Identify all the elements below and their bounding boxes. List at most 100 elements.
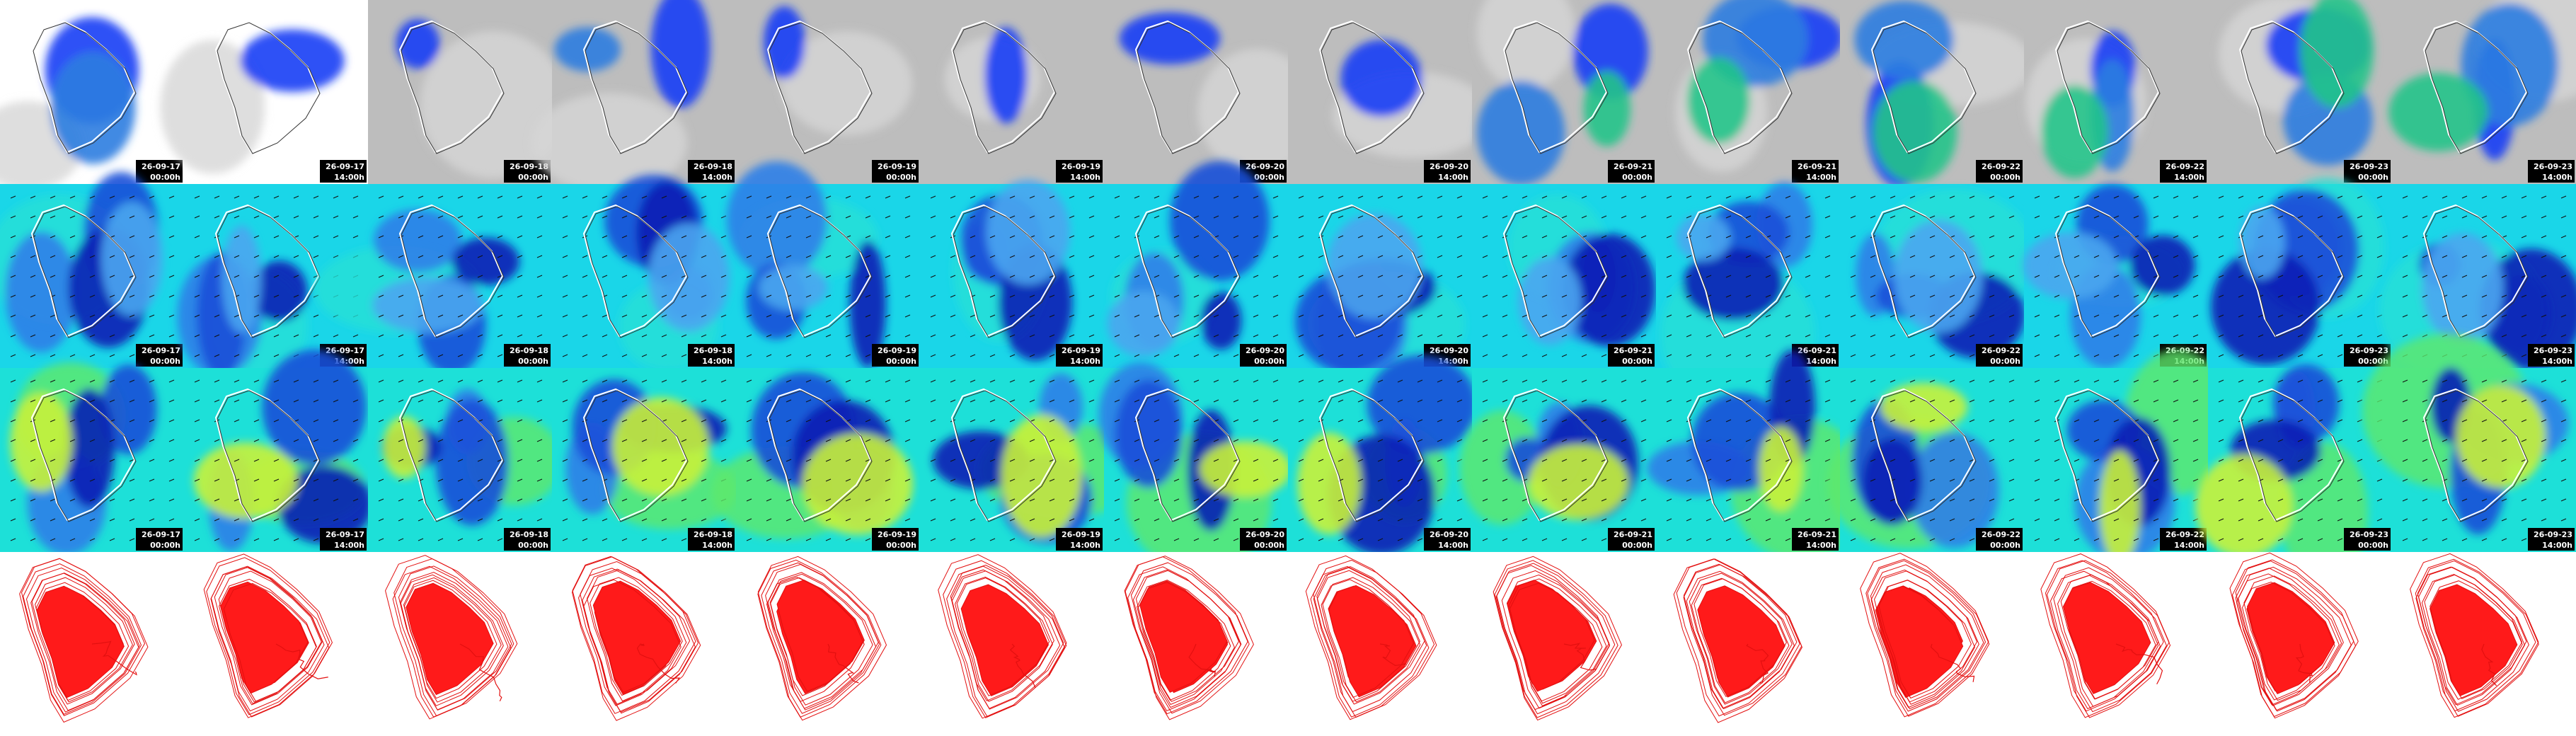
coastline-shadow [33,206,137,338]
wind-arrow [2133,439,2139,442]
wind-arrow [2481,419,2488,422]
wind-arrow [805,419,812,422]
wind-arrow [2560,314,2567,318]
wind-arrow [720,439,727,442]
wind-arrow [621,314,628,318]
wind-arrow [194,379,200,383]
contour-layer [711,372,914,539]
wind-arrow [2501,195,2507,199]
trajectory-contour [25,568,140,713]
wind-arrow [333,498,339,502]
map-cell [2024,552,2208,736]
wind-arrow [2541,294,2547,298]
wind-arrow [1377,419,1384,422]
wind-arrow [1298,235,1304,238]
wind-arrow [1785,478,1791,482]
wind-arrow [2034,439,2040,442]
label-box [872,344,919,367]
wind-arrow [1049,399,1055,403]
wind-arrow [2074,518,2080,522]
wind-arrow [661,399,667,403]
wind-arrow [2093,379,2100,383]
wind-arrow [950,275,956,278]
wind-arrow [1318,334,1324,338]
trajectory-contour [960,584,1050,696]
wind-arrow [1522,255,1528,258]
wind-arrow [885,399,891,403]
trajectory-line [827,643,859,684]
trajectory-contour [1870,564,1984,710]
wind-arrow [378,399,384,403]
wind-arrow [621,354,628,357]
wind-arrow [1134,255,1140,258]
wind-arrow [129,215,135,219]
wind-arrow [1377,294,1384,298]
wind-arrow [1437,334,1443,338]
wind-arrow [1088,275,1095,278]
wind-arrow [2277,538,2284,541]
wind-arrow [1114,459,1120,462]
wind-arrow [1640,334,1647,338]
wind-arrow [1870,379,1876,383]
wind-arrow [437,235,444,238]
wind-arrow [1666,478,1672,482]
wind-arrow [477,478,483,482]
wind-arrow [333,439,339,442]
wind-arrow [2501,538,2507,541]
trajectory-contour [572,556,696,714]
wind-arrow [1929,314,1936,318]
wind-arrow [805,195,812,199]
wind-arrow [437,354,444,357]
wind-arrow [418,235,424,238]
contour-layer [604,174,730,372]
wind-arrow [621,439,628,442]
wind-arrow [720,215,727,219]
wind-arrow [2357,255,2363,258]
wind-arrow [149,498,155,502]
wind-arrow [1522,314,1528,318]
label-box [504,344,551,367]
label-box [136,528,183,551]
wind-arrow [1785,294,1791,298]
trajectory-contour [1496,563,1616,715]
wind-arrow [641,399,648,403]
wind-arrow [1233,235,1239,238]
wind-arrow [2337,518,2343,522]
wind-arrow [2008,498,2015,502]
wind-arrow [253,459,260,462]
wind-arrow [989,255,996,258]
wind-arrow [2560,459,2567,462]
wind-arrow [1154,255,1160,258]
wind-arrow [194,354,200,357]
wind-arrow [2074,379,2080,383]
trajectory-contour [1310,565,1430,718]
wind-arrow [2133,255,2139,258]
wind-arrow [2277,255,2284,258]
wind-arrow [1686,334,1692,338]
wind-arrow [746,498,752,502]
date-label: 26-09-17 [142,530,180,539]
wind-arrow [418,195,424,199]
time-label: 14:00h [1438,541,1468,550]
wind-arrow [1318,255,1324,258]
wind-arrow [930,354,936,357]
wind-arrow [2541,255,2547,258]
wind-arrow [1213,215,1219,219]
trajectory-contour [2236,573,2340,706]
wind-arrow [1765,354,1771,357]
wind-arrow [950,215,956,219]
wind-arrow [253,419,260,422]
wind-arrow [1581,334,1587,338]
wind-arrow [2113,538,2120,541]
contour-area [1686,57,1750,144]
wind-arrow [2218,314,2224,318]
wind-arrow [1397,215,1403,219]
wind-arrow [582,215,588,219]
wind-arrow [701,275,707,278]
wind-arrow [234,354,240,357]
wind-arrow [2093,538,2100,541]
wind-arrow [865,334,871,338]
trajectory-contour [19,558,149,723]
wind-arrow [1909,255,1916,258]
trajectory-contour [1683,564,1802,716]
